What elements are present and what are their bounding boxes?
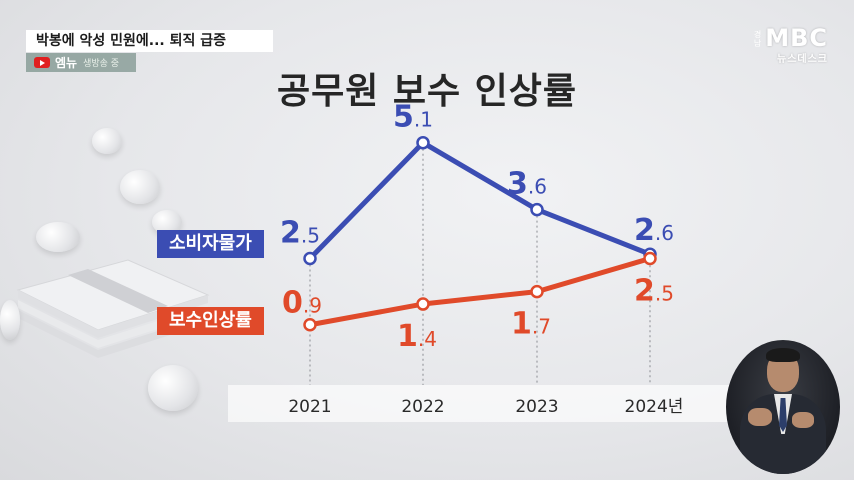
- series-label-salary: 보수인상률: [157, 307, 264, 335]
- broadcaster-logo: 경남 MBC 뉴스데스크: [754, 24, 828, 65]
- data-label: 3.6: [507, 167, 547, 202]
- live-badge: 엠뉴 생방송 중: [26, 53, 136, 72]
- interpreter-hair: [766, 348, 800, 362]
- data-label: 1.4: [397, 319, 437, 354]
- data-point: [303, 317, 317, 332]
- data-point: [530, 202, 544, 217]
- data-label: 2.6: [634, 213, 674, 248]
- coin-icon: [120, 170, 160, 204]
- series-label-cpi: 소비자물가: [157, 230, 264, 258]
- logo-region: 경남: [753, 30, 762, 48]
- data-point: [303, 251, 317, 266]
- logo-program: 뉴스데스크: [777, 54, 828, 65]
- news-headline: 박봉에 악성 민원에... 퇴직 급증: [26, 30, 273, 52]
- coin-icon: [92, 128, 122, 154]
- x-tick-label: 2022: [401, 397, 444, 417]
- data-label: 1.7: [511, 307, 551, 342]
- data-point: [416, 297, 430, 311]
- coin-icon: [148, 365, 198, 411]
- interpreter-hand: [792, 412, 814, 428]
- series-line-cpi: [307, 140, 653, 261]
- data-point: [530, 284, 544, 299]
- logo-brand: MBC: [765, 24, 828, 52]
- coin-icon: [36, 222, 80, 252]
- live-brand: 엠뉴: [55, 56, 78, 70]
- interpreter-tie: [779, 398, 787, 432]
- coin-icon: [0, 300, 20, 340]
- interpreter-hand: [748, 408, 772, 426]
- sign-language-interpreter: [726, 340, 840, 474]
- data-label: 0.9: [282, 286, 322, 321]
- x-tick-label: 2024년: [625, 397, 684, 417]
- data-label: 2.5: [280, 216, 320, 251]
- series-line-salary: [307, 256, 653, 328]
- data-label: 2.5: [634, 274, 674, 309]
- x-tick-label: 2023: [515, 397, 558, 417]
- x-tick-label: 2021: [288, 397, 331, 417]
- youtube-icon: [34, 57, 50, 68]
- x-axis-band: [228, 385, 758, 422]
- chart-title: 공무원 보수 인상률: [276, 71, 578, 112]
- data-label: 5.1: [393, 100, 433, 135]
- data-point: [643, 251, 657, 266]
- data-point: [416, 135, 430, 150]
- live-status: 생방송 중: [83, 59, 120, 69]
